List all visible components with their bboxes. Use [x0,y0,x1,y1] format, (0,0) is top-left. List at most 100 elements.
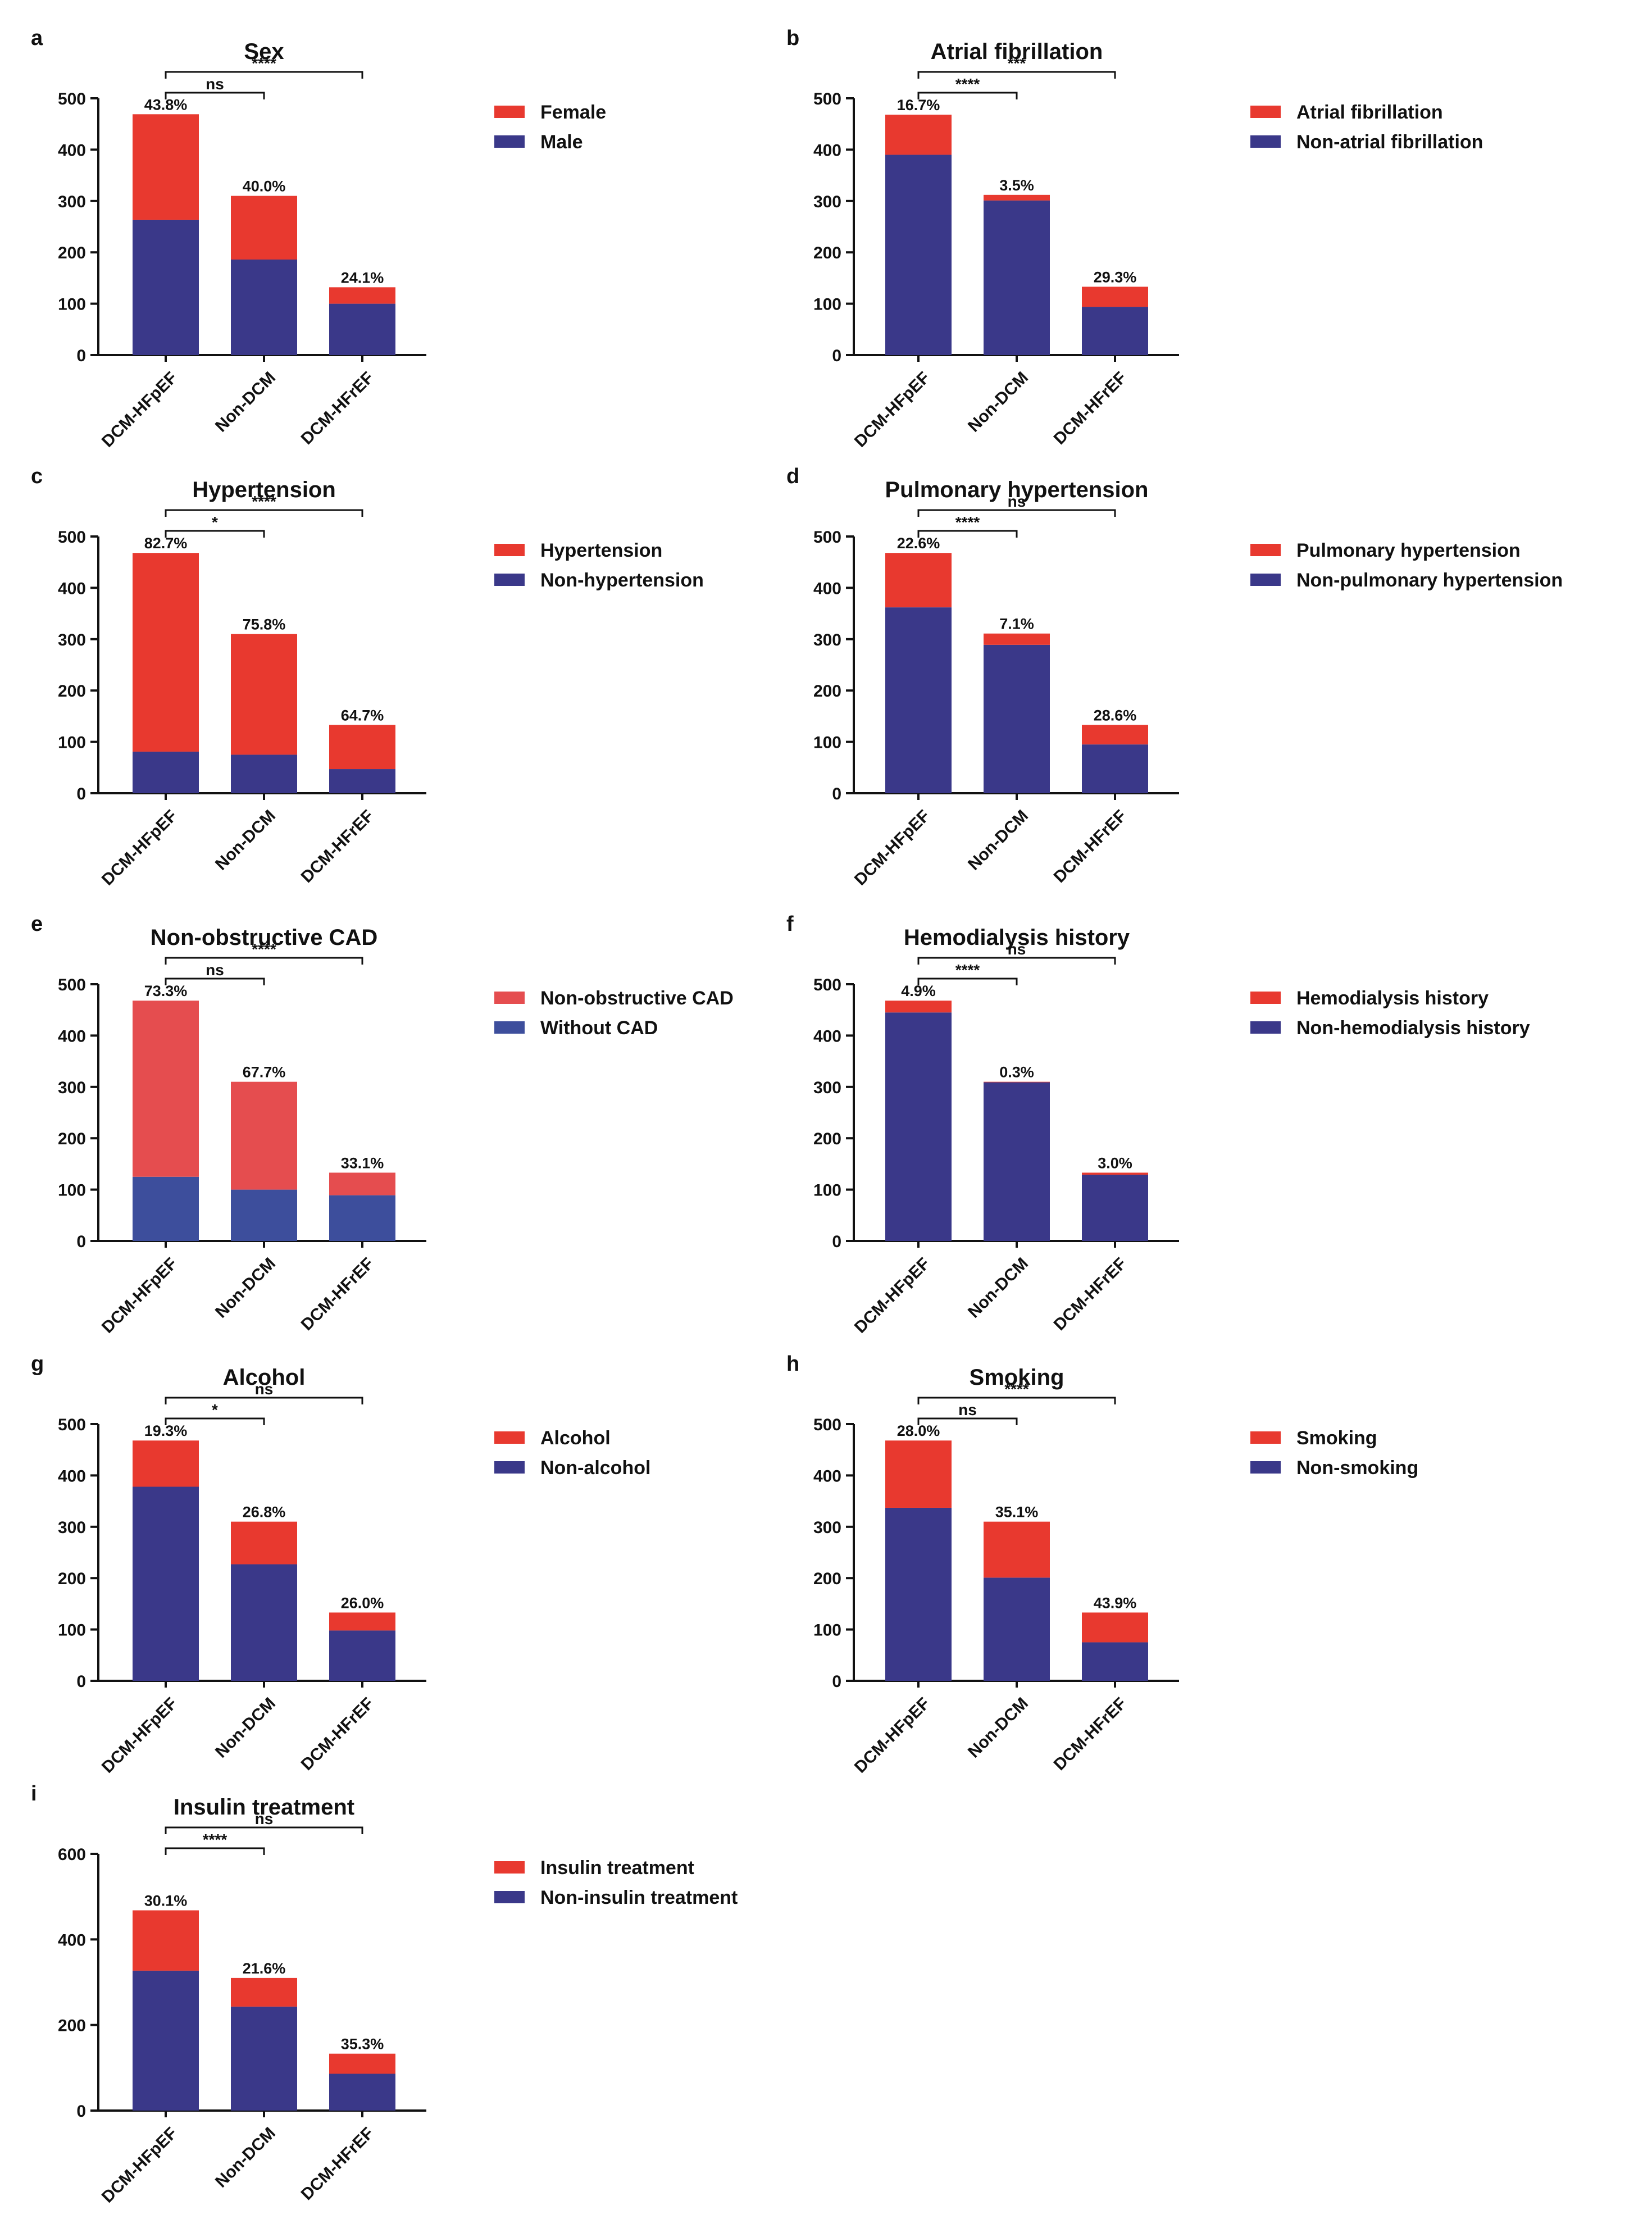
legend-swatch [1250,992,1281,1004]
y-tick-label: 600 [58,1845,86,1864]
bar-hypertension-dcm-hfref [329,725,395,770]
significance-label: *** [1008,54,1026,72]
y-tick-label: 400 [813,579,841,598]
panel-label: c [31,465,43,488]
data-label: 0.3% [999,1064,1034,1081]
significance-label: **** [252,493,276,510]
chart-title: Pulmonary hypertension [885,478,1149,502]
significance-bracket [165,1847,265,1855]
x-tick-label: DCM-HFpEF [98,2124,181,2207]
panel-a: aSex0100200300400500DCM-HFpEF43.8%Non-DC… [31,26,606,451]
significance-bracket [165,1417,265,1425]
bar-atrial-fibrillation-dcm-hfref [1082,287,1148,307]
legend-label: Atrial fibrillation [1296,102,1443,123]
panel-label: h [786,1352,799,1376]
legend-swatch [1250,1431,1281,1444]
data-label: 19.3% [144,1422,188,1439]
x-tick-label: DCM-HFpEF [851,1694,934,1777]
y-tick-label: 400 [58,1027,86,1045]
y-tick-label: 500 [813,976,841,994]
y-tick-label: 0 [76,1233,86,1251]
x-tick-label: Non-DCM [212,369,279,436]
legend-swatch [1250,135,1281,148]
y-tick-label: 100 [58,295,86,314]
panel-label: e [31,912,43,936]
significance-bracket [165,530,265,538]
significance-label: ns [1008,940,1026,958]
data-label: 40.0% [243,178,286,195]
significance-bracket [165,92,265,99]
significance-bracket [165,1826,363,1834]
panel-b: b Atrial fibrillation 0 100 200 300 400 500 DCM-… [786,26,1483,451]
x-tick-label: DCM-HFpEF [98,1254,181,1337]
significance-label: ns [1008,493,1026,510]
data-label: 33.1% [341,1154,384,1171]
panel-label: b [786,26,799,50]
bar-non-atrial-fibrillation-dcm-hfref [1082,307,1148,355]
significance-label: **** [955,961,980,979]
x-tick-label: DCM-HFrEF [298,2124,377,2204]
y-tick-label: 400 [58,1931,86,1949]
data-label: 30.1% [144,1893,188,1909]
bar-male-dcm-hfref [329,303,395,355]
bar-alcohol-dcm-hfref [329,1612,395,1631]
legend-label: Non-pulmonary hypertension [1296,570,1563,591]
y-tick-label: 200 [813,244,841,262]
y-tick-label: 200 [58,1130,86,1148]
panel-c: c Hypertension 0 100 200 300 400 500 DCM-HFpEF 82… [31,465,704,889]
y-tick-label: 400 [813,141,841,160]
y-tick-label: 0 [832,1233,841,1251]
bar-non-pulmonary-hypertension-dcm-hfref [1082,744,1148,793]
x-tick-label: DCM-HFpEF [98,369,181,451]
legend-swatch [494,574,525,586]
legend-swatch [1250,106,1281,118]
bar-non-atrial-fibrillation-non-dcm [984,200,1050,355]
y-tick-label: 500 [813,90,841,108]
y-tick-label: 500 [813,1416,841,1434]
bar-non-obstructive-cad-non-dcm [231,1081,297,1190]
x-tick-label: Non-DCM [212,1254,279,1322]
bar-non-alcohol-non-dcm [231,1564,297,1681]
y-tick-label: 200 [813,1130,841,1148]
data-label: 29.3% [1094,269,1137,285]
y-tick-label: 400 [58,579,86,598]
bar-insulin-treatment-dcm-hfref [329,2053,395,2074]
bar-pulmonary-hypertension-dcm-hfpef [885,553,952,608]
significance-label: ns [206,961,224,979]
y-tick-label: 300 [58,1079,86,1097]
chart-title: Non-obstructive CAD [151,925,377,950]
bar-hemodialysis-history-non-dcm [984,1081,1050,1083]
legend-swatch [494,544,525,556]
legend-label: Alcohol [540,1427,611,1449]
data-label: 16.7% [897,97,940,113]
y-tick-label: 100 [58,1621,86,1640]
data-label: 64.7% [341,707,384,724]
chart-title: Alcohol [223,1365,306,1390]
significance-label: * [212,1401,218,1418]
bar-non-alcohol-dcm-hfpef [133,1486,199,1681]
panel-f: f Hemodialysis history 0 100 200 300 400 500 DCM… [786,912,1530,1337]
y-tick-label: 300 [58,1518,86,1537]
legend-label: Non-insulin treatment [540,1887,738,1908]
x-tick-label: Non-DCM [964,369,1032,436]
significance-bracket [917,977,1018,985]
significance-bracket [165,977,265,985]
significance-label: **** [955,75,980,93]
x-tick-label: DCM-HFrEF [298,1254,377,1334]
data-label: 3.0% [1098,1154,1132,1171]
significance-bracket [165,957,363,965]
bar-non-hemodialysis-history-dcm-hfpef [885,1012,952,1241]
data-label: 26.8% [243,1504,286,1521]
y-tick-label: 500 [58,976,86,994]
legend-label: Male [540,131,583,153]
data-label: 22.6% [897,535,940,552]
panel-label: g [31,1352,44,1376]
x-tick-label: DCM-HFrEF [298,1694,377,1774]
significance-label: * [212,513,218,531]
legend-swatch [494,1461,525,1474]
y-tick-label: 100 [813,295,841,314]
chart-title: Sex [244,39,284,64]
y-tick-label: 300 [813,1079,841,1097]
legend-label: Non-hypertension [540,570,704,591]
